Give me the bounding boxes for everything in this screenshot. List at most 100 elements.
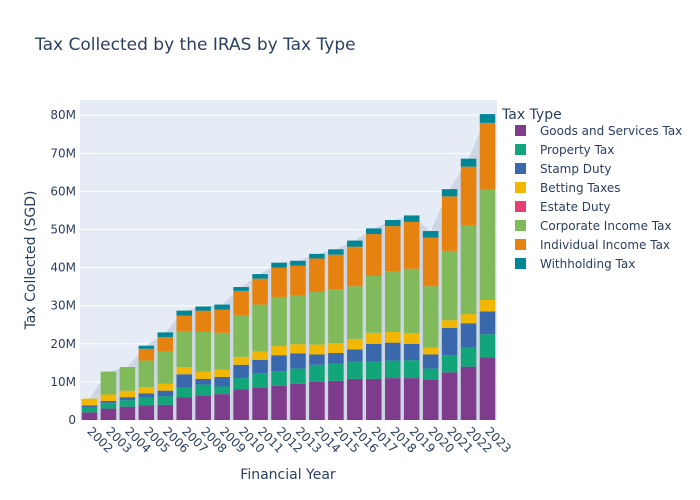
bar-2003-series-1	[100, 402, 117, 409]
bar-2021-series-3	[441, 320, 458, 328]
legend-swatch-3	[515, 182, 526, 193]
legend-label-5: Corporate Income Tax	[540, 219, 672, 233]
bar-2009-series-2	[214, 376, 230, 387]
bar-2007-series-0	[176, 397, 193, 420]
bar-2022-series-0	[460, 366, 477, 420]
bar-2018-series-6	[384, 226, 401, 272]
bar-2005-series-1	[138, 397, 155, 406]
bar-2009-series-7	[214, 304, 230, 310]
bar-2004-series-5	[119, 367, 136, 391]
bar-2020-series-5	[422, 286, 439, 348]
bar-2023-series-3	[479, 300, 496, 312]
bar-2008-series-5	[195, 332, 211, 372]
legend-swatch-7	[515, 258, 526, 269]
bar-2005-series-2	[138, 393, 155, 398]
legend-label-0: Goods and Services Tax	[540, 124, 682, 138]
bar-2022-series-1	[460, 347, 477, 367]
legend-swatch-2	[515, 163, 526, 174]
legend-label-7: Withholding Tax	[540, 257, 635, 271]
bar-2003-series-3	[100, 394, 117, 401]
bar-2020-series-2	[422, 354, 439, 369]
bar-2019-series-0	[403, 378, 420, 420]
legend-label-4: Estate Duty	[540, 200, 610, 214]
bar-2018-series-2	[384, 342, 401, 361]
bar-2021-series-5	[441, 250, 458, 321]
bar-2006-series-1	[157, 396, 174, 405]
bar-2010-series-6	[233, 290, 249, 316]
bar-2006-series-0	[157, 404, 174, 420]
y-tick-label: 60M	[50, 184, 76, 198]
bar-2005-series-0	[138, 405, 155, 420]
y-tick-label: 20M	[50, 337, 76, 351]
legend-swatch-0	[515, 125, 526, 136]
bar-2008-series-7	[195, 306, 211, 311]
bar-2023-series-1	[479, 334, 496, 358]
bar-2023-series-5	[479, 189, 496, 300]
legend-label-3: Betting Taxes	[540, 181, 620, 195]
bar-2014-series-5	[309, 292, 325, 345]
bar-2019-series-7	[403, 215, 420, 222]
bar-2019-series-5	[403, 268, 420, 334]
chart-title: Tax Collected by the IRAS by Tax Type	[34, 35, 356, 55]
bar-2014-series-3	[309, 344, 325, 355]
legend-swatch-6	[515, 239, 526, 250]
bar-2013-series-3	[290, 344, 306, 354]
bar-2012-series-7	[271, 262, 287, 268]
bar-2009-series-6	[214, 309, 230, 333]
y-axis-ticks: 0 10M 20M 30M 40M 50M 60M 70M 80M	[50, 108, 76, 427]
bar-2004-series-1	[119, 400, 136, 407]
bar-2021-series-2	[441, 327, 458, 356]
bar-2011-series-7	[252, 274, 268, 279]
bar-2021-series-1	[441, 355, 458, 373]
bar-2007-series-2	[176, 374, 193, 388]
bar-2008-series-3	[195, 371, 211, 379]
bar-2004-series-2	[119, 397, 136, 401]
bar-2018-series-5	[384, 271, 401, 332]
bar-2005-series-7	[138, 345, 155, 349]
bar-2009-series-0	[214, 394, 230, 420]
bar-2015-series-0	[328, 380, 344, 420]
bar-2016-series-1	[347, 361, 363, 379]
bar-2020-series-0	[422, 380, 439, 420]
bar-2018-series-7	[384, 220, 401, 227]
bar-2007-series-7	[176, 310, 193, 316]
bar-2002-series-2	[81, 405, 98, 408]
bar-2016-series-6	[347, 246, 363, 287]
bar-2014-series-1	[309, 364, 325, 382]
bar-2012-series-2	[271, 355, 287, 372]
bar-2014-series-7	[309, 253, 325, 259]
bar-2017-series-1	[366, 361, 382, 379]
bar-2019-series-6	[403, 221, 420, 269]
y-tick-label: 40M	[50, 261, 76, 275]
bar-2008-series-0	[195, 395, 211, 420]
bar-2013-series-6	[290, 265, 306, 296]
bar-2011-series-0	[252, 387, 268, 420]
bar-2010-series-1	[233, 378, 249, 390]
y-axis-title: Tax Collected (SGD)	[23, 191, 39, 331]
bar-2005-series-6	[138, 348, 155, 361]
bar-2012-series-3	[271, 346, 287, 356]
bar-2016-series-0	[347, 378, 363, 420]
bar-2009-series-5	[214, 332, 230, 370]
bar-2012-series-5	[271, 296, 287, 347]
bar-2019-series-2	[403, 343, 420, 361]
bar-2016-series-7	[347, 240, 363, 247]
y-tick-label: 30M	[50, 299, 76, 313]
bar-2017-series-0	[366, 378, 382, 420]
bar-2021-series-0	[441, 372, 458, 420]
bar-2015-series-7	[328, 249, 344, 255]
legend-title: Tax Type	[501, 107, 562, 123]
bar-2020-series-3	[422, 347, 439, 355]
bar-2007-series-5	[176, 331, 193, 368]
bar-2011-series-6	[252, 278, 268, 305]
y-tick-label: 50M	[50, 223, 76, 237]
bar-2006-series-5	[157, 351, 174, 384]
bar-2006-series-2	[157, 390, 174, 397]
legend-swatch-1	[515, 144, 526, 155]
bars	[81, 114, 496, 420]
bar-2002-series-3	[81, 398, 98, 406]
y-tick-label: 70M	[50, 146, 76, 160]
bar-2015-series-6	[328, 254, 344, 290]
bar-2011-series-2	[252, 359, 268, 374]
bar-2013-series-5	[290, 295, 306, 345]
